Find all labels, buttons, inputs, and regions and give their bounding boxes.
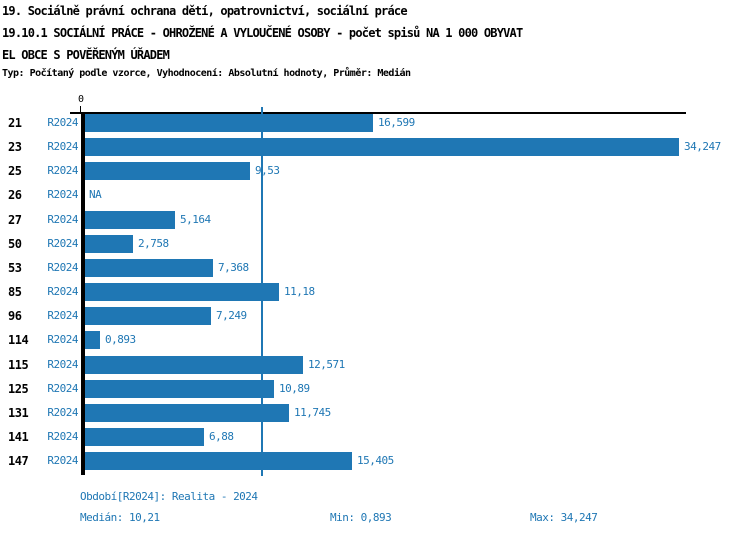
category-label: 125 — [8, 382, 29, 396]
category-label: 131 — [8, 406, 29, 420]
value-label: NA — [89, 188, 102, 201]
table-row: 141 R2024 6,88 — [0, 428, 750, 446]
y-axis-line — [81, 112, 85, 475]
value-label: 12,571 — [308, 358, 345, 371]
value-label: 2,758 — [138, 237, 169, 250]
series-label: R2024 — [47, 140, 78, 153]
indicator-title-line2: EL OBCE S POVĚŘENÝM ÚŘADEM — [2, 48, 170, 62]
category-label: 50 — [8, 237, 22, 251]
value-label: 7,368 — [218, 261, 249, 274]
bar[interactable] — [85, 114, 373, 132]
value-label: 6,88 — [209, 430, 234, 443]
value-label: 16,599 — [378, 116, 415, 129]
table-row: 21 R2024 16,599 — [0, 114, 750, 132]
indicator-meta-info: Typ: Počítaný podle vzorce, Vyhodnocení:… — [2, 68, 411, 79]
value-label: 0,893 — [105, 333, 136, 346]
series-label: R2024 — [47, 430, 78, 443]
value-label: 34,247 — [684, 140, 721, 153]
value-label: 15,405 — [357, 454, 394, 467]
table-row: 53 R2024 7,368 — [0, 259, 750, 277]
table-row: 27 R2024 5,164 — [0, 211, 750, 229]
min-stat: Min: 0,893 — [330, 511, 392, 524]
x-axis-line — [70, 112, 686, 114]
value-label: 7,249 — [216, 309, 247, 322]
x-axis-zero-label: 0 — [77, 94, 85, 105]
bar[interactable] — [85, 452, 352, 470]
series-label: R2024 — [47, 309, 78, 322]
table-row: 125 R2024 10,89 — [0, 380, 750, 398]
category-label: 96 — [8, 309, 22, 323]
value-label: 5,164 — [180, 213, 211, 226]
series-label: R2024 — [47, 358, 78, 371]
bar-chart: 0 21 R2024 16,599 23 R2024 34,247 25 R2024 9,53 2… — [0, 90, 750, 480]
bar[interactable] — [85, 428, 204, 446]
bar[interactable] — [85, 235, 133, 253]
report-chapter-title: 19. Sociálně právní ochrana dětí, opatro… — [2, 4, 408, 18]
category-label: 53 — [8, 261, 22, 275]
bar[interactable] — [85, 211, 175, 229]
category-label: 25 — [8, 164, 22, 178]
category-label: 21 — [8, 116, 22, 130]
indicator-title-line1: 19.10.1 SOCIÁLNÍ PRÁCE - OHROŽENÉ A VYLO… — [2, 26, 523, 40]
max-stat: Max: 34,247 — [530, 511, 598, 524]
bar[interactable] — [85, 162, 250, 180]
table-row: 25 R2024 9,53 — [0, 162, 750, 180]
category-label: 147 — [8, 454, 29, 468]
table-row: 114 R2024 0,893 — [0, 331, 750, 349]
bar[interactable] — [85, 380, 274, 398]
bar[interactable] — [85, 404, 289, 422]
series-label: R2024 — [47, 213, 78, 226]
category-label: 23 — [8, 140, 22, 154]
table-row: 85 R2024 11,18 — [0, 283, 750, 301]
period-label: Období[R2024]: Realita - 2024 — [80, 490, 258, 503]
bar[interactable] — [85, 259, 213, 277]
bar[interactable] — [85, 331, 100, 349]
bar[interactable] — [85, 138, 679, 156]
value-label: 9,53 — [255, 164, 280, 177]
median-stat: Medián: 10,21 — [80, 511, 160, 524]
series-label: R2024 — [47, 261, 78, 274]
table-row: 115 R2024 12,571 — [0, 356, 750, 374]
table-row: 50 R2024 2,758 — [0, 235, 750, 253]
table-row: 131 R2024 11,745 — [0, 404, 750, 422]
bar[interactable] — [85, 356, 303, 374]
series-label: R2024 — [47, 116, 78, 129]
category-label: 85 — [8, 285, 22, 299]
series-label: R2024 — [47, 454, 78, 467]
series-label: R2024 — [47, 188, 78, 201]
category-label: 141 — [8, 430, 29, 444]
category-label: 115 — [8, 358, 29, 372]
bar[interactable] — [85, 307, 211, 325]
series-label: R2024 — [47, 237, 78, 250]
series-label: R2024 — [47, 285, 78, 298]
value-label: 11,18 — [284, 285, 315, 298]
value-label: 11,745 — [294, 406, 331, 419]
value-label: 10,89 — [279, 382, 310, 395]
series-label: R2024 — [47, 333, 78, 346]
series-label: R2024 — [47, 382, 78, 395]
table-row: 96 R2024 7,249 — [0, 307, 750, 325]
table-row: 147 R2024 15,405 — [0, 452, 750, 470]
series-label: R2024 — [47, 406, 78, 419]
series-label: R2024 — [47, 164, 78, 177]
category-label: 114 — [8, 333, 29, 347]
category-label: 27 — [8, 213, 22, 227]
table-row: 26 R2024 NA — [0, 186, 750, 204]
bar[interactable] — [85, 283, 279, 301]
x-axis-tick — [80, 106, 81, 113]
category-label: 26 — [8, 188, 22, 202]
table-row: 23 R2024 34,247 — [0, 138, 750, 156]
